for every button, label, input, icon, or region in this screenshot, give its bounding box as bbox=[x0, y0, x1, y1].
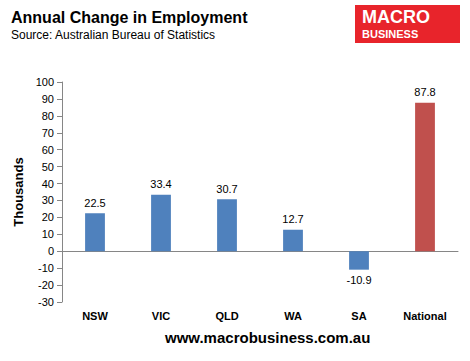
svg-text:Source: Australian Bureau of S: Source: Australian Bureau of Statistics bbox=[11, 28, 215, 42]
svg-text:87.8: 87.8 bbox=[414, 86, 435, 98]
svg-text:50: 50 bbox=[42, 161, 54, 173]
svg-text:Annual Change in Employment: Annual Change in Employment bbox=[11, 9, 248, 26]
svg-text:60: 60 bbox=[42, 144, 54, 156]
svg-text:QLD: QLD bbox=[215, 310, 238, 322]
svg-text:BUSINESS: BUSINESS bbox=[362, 28, 418, 40]
svg-text:SA: SA bbox=[351, 310, 366, 322]
svg-text:20: 20 bbox=[42, 211, 54, 223]
svg-text:-30: -30 bbox=[38, 296, 54, 308]
svg-text:VIC: VIC bbox=[152, 310, 170, 322]
svg-text:10: 10 bbox=[42, 228, 54, 240]
svg-text:33.4: 33.4 bbox=[150, 178, 171, 190]
svg-text:30.7: 30.7 bbox=[216, 183, 237, 195]
svg-text:80: 80 bbox=[42, 110, 54, 122]
svg-text:-10.9: -10.9 bbox=[346, 274, 371, 286]
svg-text:National: National bbox=[403, 310, 446, 322]
svg-text:22.5: 22.5 bbox=[84, 197, 105, 209]
svg-text:100: 100 bbox=[36, 76, 54, 88]
svg-text:90: 90 bbox=[42, 93, 54, 105]
svg-text:70: 70 bbox=[42, 127, 54, 139]
svg-text:12.7: 12.7 bbox=[282, 213, 303, 225]
svg-text:30: 30 bbox=[42, 194, 54, 206]
svg-text:40: 40 bbox=[42, 178, 54, 190]
svg-text:NSW: NSW bbox=[82, 310, 108, 322]
svg-text:WA: WA bbox=[284, 310, 302, 322]
svg-text:Thousands: Thousands bbox=[11, 157, 26, 226]
svg-text:0: 0 bbox=[48, 245, 54, 257]
svg-text:-10: -10 bbox=[38, 262, 54, 274]
svg-text:-20: -20 bbox=[38, 279, 54, 291]
svg-text:www.macrobusiness.com.au: www.macrobusiness.com.au bbox=[164, 329, 370, 346]
svg-text:MACRO: MACRO bbox=[362, 7, 430, 27]
